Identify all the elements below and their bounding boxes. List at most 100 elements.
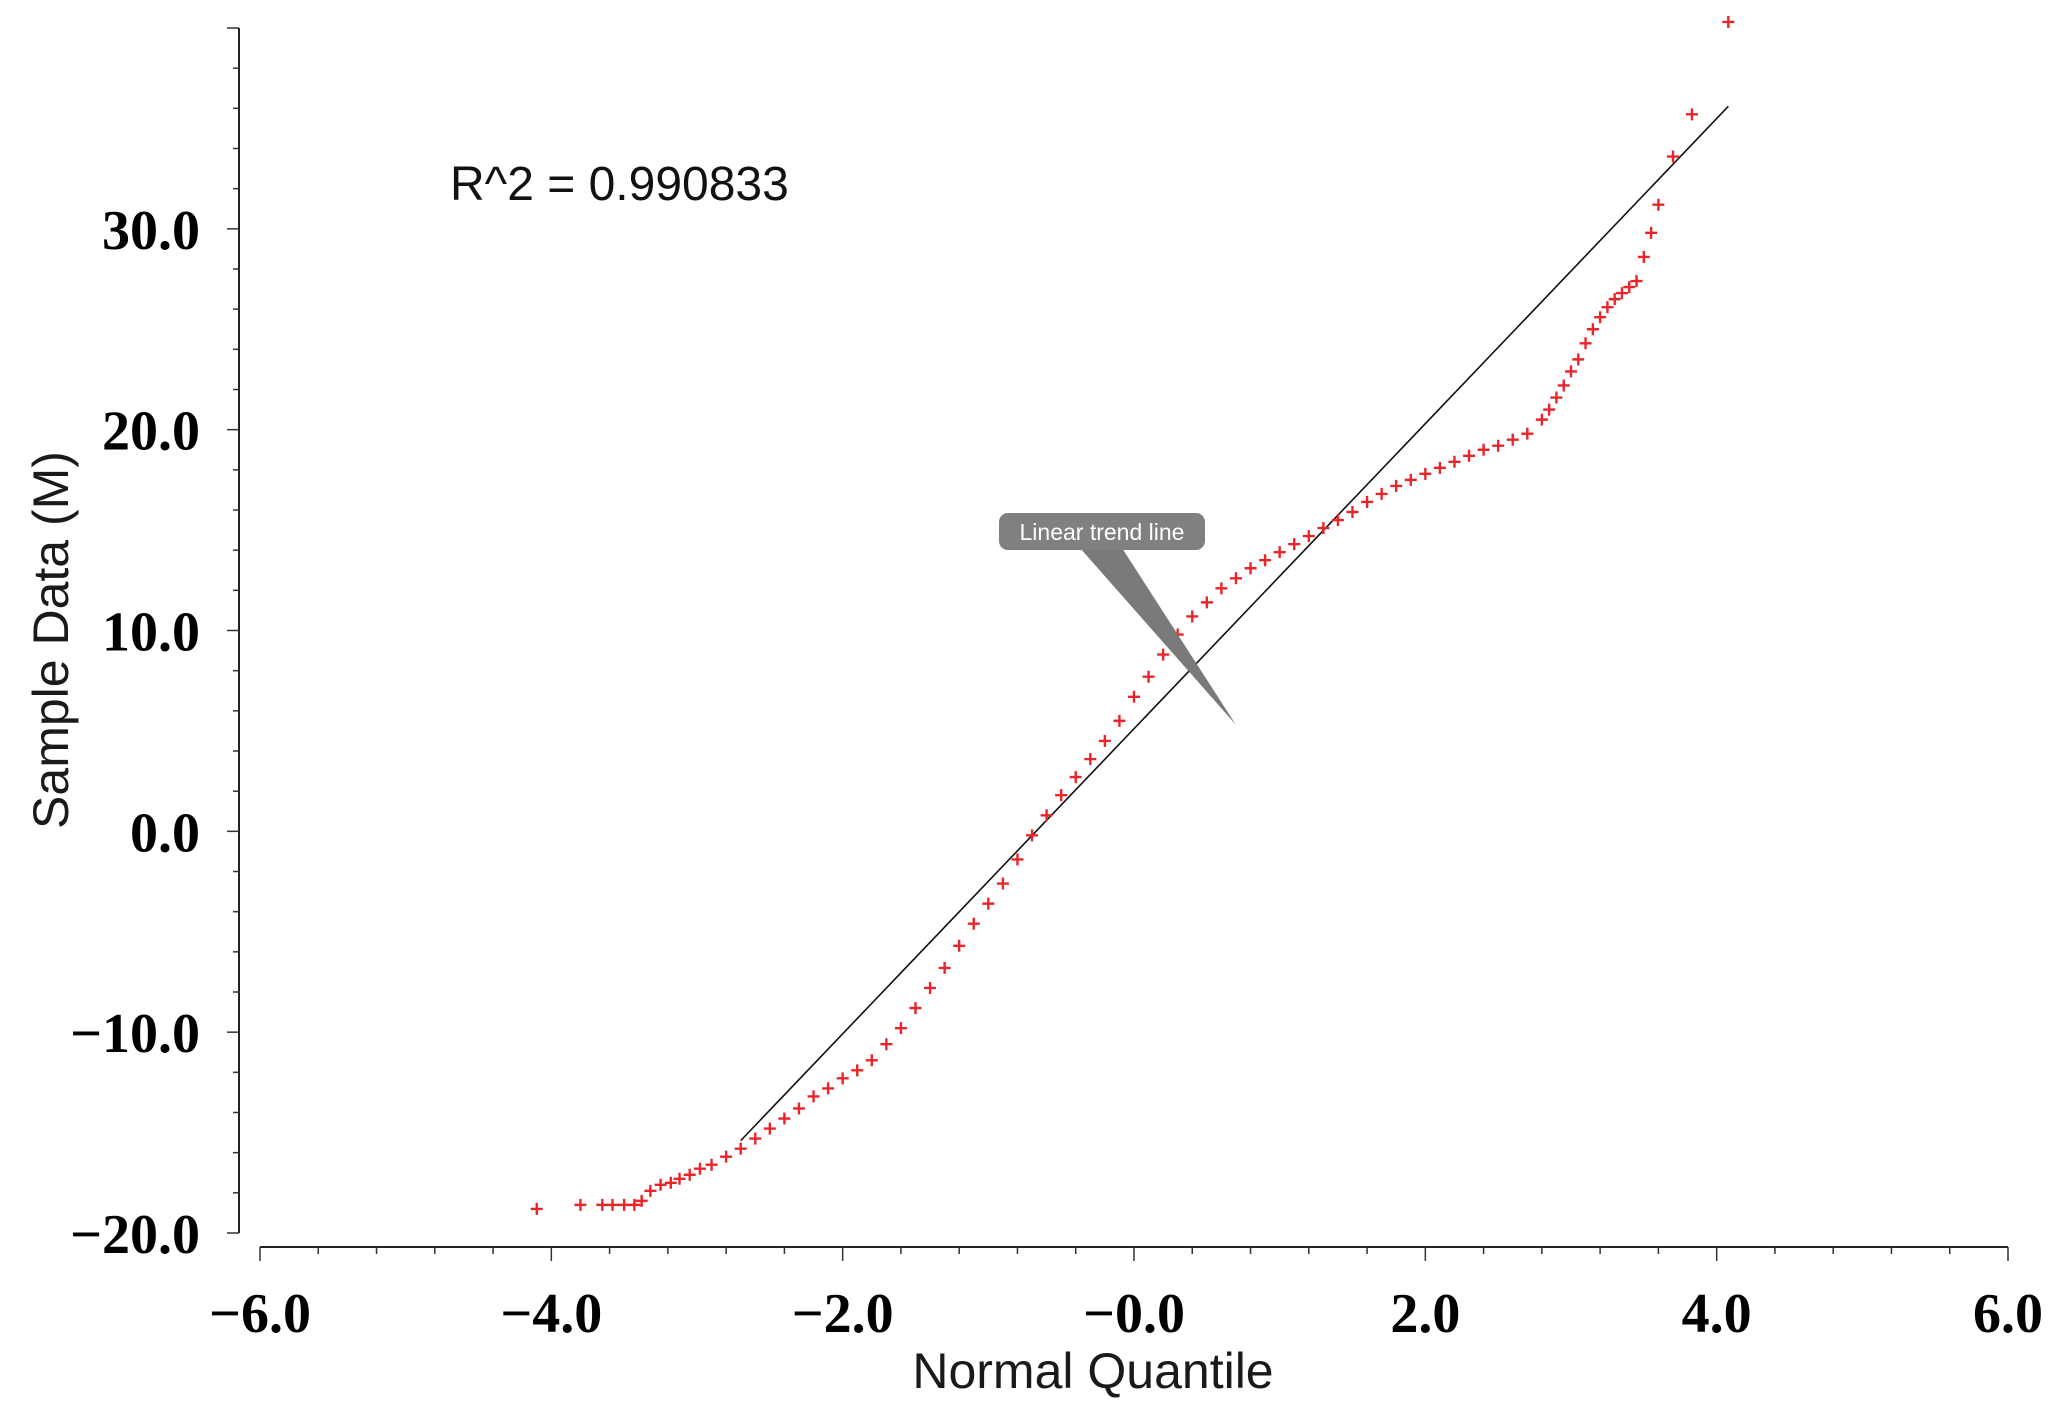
data-point [683,1168,696,1181]
data-point [778,1112,791,1125]
data-point [1579,337,1592,350]
data-point [851,1064,864,1077]
data-point [1113,714,1126,727]
data-point [1346,506,1359,519]
data-point [996,877,1009,890]
data-point [530,1202,543,1215]
data-point [618,1198,631,1211]
data-point [1317,522,1330,535]
linear-trend-line [740,105,1729,1142]
data-point [1666,150,1679,163]
data-point [1594,311,1607,324]
data-point [1722,15,1735,28]
callout-label: Linear trend line [1020,519,1185,545]
data-point [1302,530,1315,543]
data-point [635,1194,648,1207]
data-point [1186,610,1199,623]
data-point [1026,829,1039,842]
data-point [1259,554,1272,567]
y-tick-labels: −20.0 −10.0 0.0 10.0 20.0 30.0 [70,200,200,1266]
data-point [654,1178,667,1191]
x-tick-label: −0.0 [1083,1283,1185,1345]
x-ticks [259,1247,2009,1261]
data-point [1040,809,1053,822]
data-point [865,1054,878,1067]
data-point [1288,538,1301,551]
data-point [967,917,980,930]
x-tick-label: −6.0 [209,1283,311,1345]
data-point [1608,293,1621,306]
data-point [909,1002,922,1015]
data-point [953,939,966,952]
data-point [705,1158,718,1171]
data-point [1550,391,1563,404]
data-point [1098,734,1111,747]
x-axis-title: Normal Quantile [912,1343,1273,1399]
data-point [763,1122,776,1135]
data-point [924,981,937,994]
data-point [1128,690,1140,703]
data-point [1572,353,1585,366]
data-point [1229,572,1242,585]
data-point [673,1172,686,1185]
data-point [1069,771,1082,784]
y-tick-label: −10.0 [70,1003,200,1065]
x-tick-label: −4.0 [500,1283,602,1345]
data-points [530,15,1735,1215]
data-point [664,1176,677,1189]
data-point [1390,479,1403,492]
callout-pointer [1080,548,1236,725]
data-point [596,1198,609,1211]
x-tick-label: −2.0 [792,1283,894,1345]
data-point [1506,433,1519,446]
trend-line-callout: Linear trend line [999,513,1236,725]
data-point [693,1162,706,1175]
data-point [749,1132,762,1145]
data-point [1565,365,1577,378]
data-point [1601,301,1614,314]
data-point [574,1198,587,1211]
x-tick-label: 2.0 [1390,1283,1460,1345]
data-point [1011,853,1024,866]
data-point [734,1142,747,1155]
y-tick-label: 30.0 [102,200,200,262]
data-point [1535,413,1548,426]
data-point [1375,487,1388,500]
data-point [720,1150,733,1163]
data-point [807,1090,820,1103]
data-point [894,1022,907,1035]
data-point [644,1184,657,1197]
data-point [1200,596,1213,609]
data-point [1142,670,1155,683]
data-point [1492,439,1505,452]
data-point [1361,495,1374,508]
y-tick-label: 10.0 [102,602,200,664]
data-point [1273,546,1286,559]
y-tick-label: 0.0 [130,802,200,864]
data-point [1463,449,1476,462]
data-point [1557,379,1570,392]
data-point [1637,250,1650,263]
y-tick-label: 20.0 [102,401,200,463]
data-point [1244,562,1257,575]
data-point [1685,108,1698,121]
data-point [1615,287,1628,300]
data-point [1404,473,1417,486]
data-point [938,961,951,974]
data-point [822,1082,835,1095]
data-point [628,1198,641,1211]
r-squared-annotation: R^2 = 0.990833 [450,158,789,211]
data-point [1215,582,1228,595]
data-point [1477,443,1490,456]
data-point [1419,467,1432,480]
data-point [1055,789,1068,802]
data-point [880,1038,893,1051]
y-ticks [227,27,239,1234]
data-point [1157,648,1170,661]
x-tick-labels: −6.0 −4.0 −2.0 −0.0 2.0 4.0 6.0 [209,1283,2043,1345]
data-point [1521,427,1534,440]
data-point [1652,198,1665,211]
data-point [982,897,995,910]
data-point [1331,514,1344,527]
